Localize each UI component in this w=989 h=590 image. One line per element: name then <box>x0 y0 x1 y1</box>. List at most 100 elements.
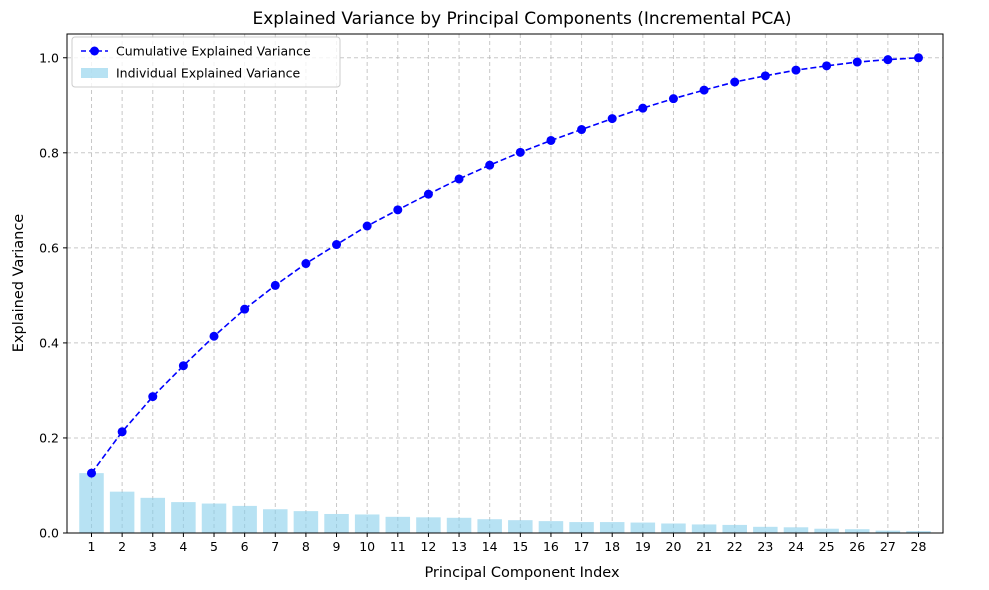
cumulative-point <box>822 61 832 71</box>
cumulative-point <box>87 468 97 478</box>
variance-bar <box>354 514 380 533</box>
chart-title: Explained Variance by Principal Componen… <box>252 9 791 29</box>
cumulative-point <box>117 427 127 437</box>
variance-bar <box>477 519 502 533</box>
x-tick-label: 22 <box>727 539 743 554</box>
x-tick-label: 12 <box>420 539 436 554</box>
x-tick-label: 11 <box>390 539 406 554</box>
x-tick-label: 4 <box>179 539 187 554</box>
variance-bar <box>661 523 686 533</box>
y-tick-label: 1.0 <box>39 50 59 65</box>
cumulative-point <box>668 94 678 104</box>
x-tick-label: 1 <box>88 539 96 554</box>
x-tick-label: 14 <box>482 539 498 554</box>
x-axis-ticks: 1 2 3 4 5 6 7 8 9 10 11 12 13 14 15 16 17 18 19 20 21 22 23 24 2… <box>88 533 926 554</box>
x-tick-label: 21 <box>696 539 712 554</box>
cumulative-point <box>913 53 923 63</box>
cumulative-point <box>546 135 556 145</box>
variance-bar <box>844 529 870 533</box>
variance-bar <box>263 509 288 533</box>
cumulative-point <box>883 55 893 65</box>
x-tick-label: 2 <box>118 539 126 554</box>
x-tick-label: 16 <box>543 539 559 554</box>
x-tick-label: 7 <box>271 539 279 554</box>
x-tick-label: 27 <box>880 539 896 554</box>
variance-bar <box>232 505 257 533</box>
variance-bar <box>630 522 656 533</box>
cumulative-point <box>485 160 495 170</box>
cumulative-point <box>699 85 709 95</box>
y-tick-label: 0.0 <box>39 526 59 541</box>
plot-frame <box>66 33 944 534</box>
x-tick-label: 18 <box>604 539 620 554</box>
cumulative-point <box>423 189 433 199</box>
cumulative-point <box>760 71 770 81</box>
variance-bar <box>508 520 533 533</box>
x-tick-label: 10 <box>359 539 375 554</box>
cumulative-point <box>148 392 158 402</box>
cumulative-point <box>577 125 587 135</box>
legend-label-individual: Individual Explained Variance <box>116 66 301 81</box>
variance-bar <box>324 513 349 533</box>
y-tick-label: 0.8 <box>39 145 59 160</box>
cumulative-line <box>90 56 919 474</box>
x-tick-label: 17 <box>574 539 590 554</box>
x-tick-label: 3 <box>149 539 157 554</box>
legend-box <box>71 36 341 88</box>
x-tick-label: 5 <box>210 539 218 554</box>
y-tick-label: 0.6 <box>39 240 59 255</box>
variance-bar <box>416 517 441 533</box>
cumulative-point <box>270 280 280 290</box>
variance-bar <box>446 517 472 533</box>
variance-bar <box>140 497 166 533</box>
x-tick-label: 15 <box>512 539 528 554</box>
y-tick-label: 0.2 <box>39 430 59 445</box>
bars-series <box>79 473 931 533</box>
x-tick-label: 20 <box>666 539 682 554</box>
variance-bar <box>201 503 227 533</box>
cumulative-point <box>515 147 525 157</box>
cumulative-line-series <box>87 53 923 478</box>
variance-bar <box>814 528 839 533</box>
variance-bar <box>599 522 625 533</box>
cumulative-point <box>730 77 740 87</box>
variance-bar <box>79 473 104 533</box>
cumulative-point <box>393 205 403 215</box>
variance-bar <box>753 526 778 533</box>
x-tick-label: 24 <box>788 539 804 554</box>
x-tick-label: 6 <box>241 539 249 554</box>
variance-bar <box>109 491 135 533</box>
variance-bar <box>293 511 319 533</box>
x-tick-label: 8 <box>302 539 310 554</box>
cumulative-point <box>852 57 862 67</box>
x-tick-label: 9 <box>333 539 341 554</box>
y-axis-ticks: 0.0 0.2 0.4 0.6 0.8 1.0 <box>39 50 67 541</box>
variance-bar <box>722 524 747 533</box>
cumulative-point <box>607 114 617 124</box>
x-tick-label: 23 <box>757 539 773 554</box>
variance-bar <box>538 521 564 533</box>
cumulative-point <box>791 65 801 75</box>
variance-bar <box>569 522 594 533</box>
y-tick-label: 0.4 <box>39 335 59 350</box>
x-tick-label: 26 <box>849 539 865 554</box>
x-tick-label: 13 <box>451 539 467 554</box>
cumulative-point <box>301 259 311 269</box>
variance-bar <box>875 530 901 533</box>
variance-bar <box>385 516 411 533</box>
cumulative-point <box>362 221 372 231</box>
x-axis-label: Principal Component Index <box>424 565 620 581</box>
legend-bar-swatch <box>81 68 108 78</box>
cumulative-point <box>454 174 464 184</box>
x-tick-label: 19 <box>635 539 651 554</box>
variance-bar <box>171 502 196 533</box>
y-axis-label: Explained Variance <box>11 214 27 353</box>
variance-bar <box>691 524 717 533</box>
variance-bar <box>783 527 809 533</box>
cumulative-point <box>178 361 188 371</box>
cumulative-point <box>240 304 250 314</box>
cumulative-point <box>638 103 648 113</box>
legend-label-cumulative: Cumulative Explained Variance <box>116 44 311 59</box>
